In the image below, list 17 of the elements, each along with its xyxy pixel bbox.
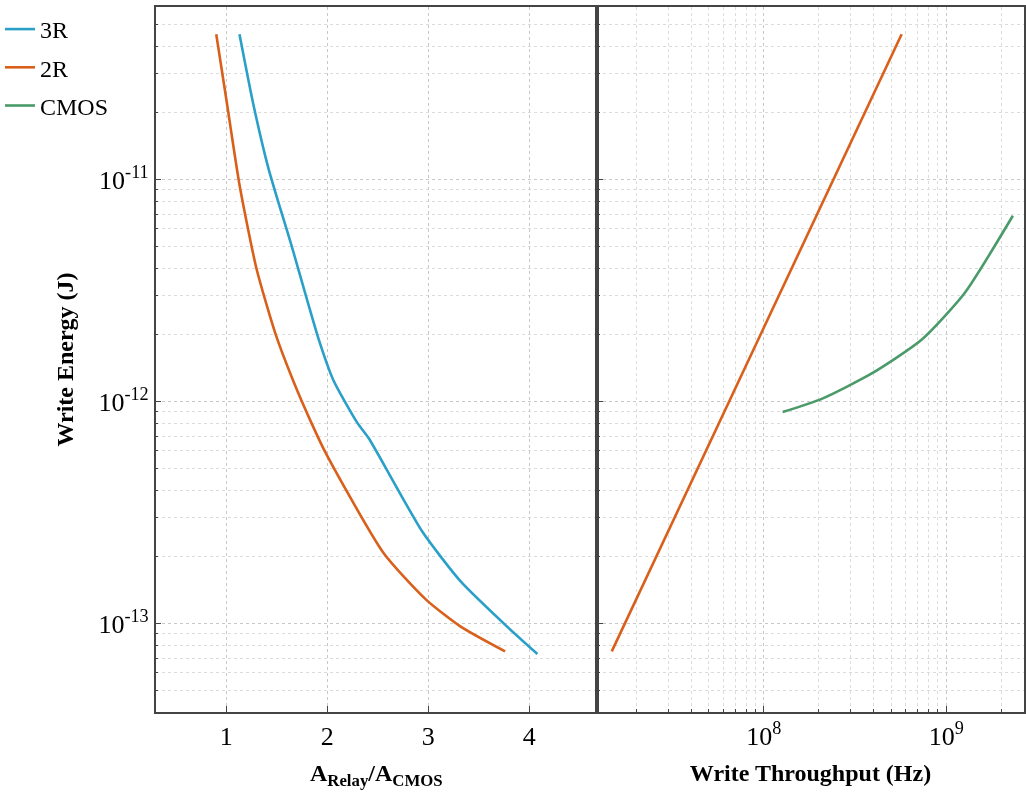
x-tick-label: 2 bbox=[320, 721, 334, 751]
x-tick-label: 10$^{8}$ bbox=[746, 718, 782, 751]
legend-label: CMOS bbox=[40, 93, 109, 120]
y-tick-label: 10$^{-13}$ bbox=[98, 605, 149, 639]
y-tick-label: 10$^{-12}$ bbox=[98, 383, 149, 417]
x-tick-label: 4 bbox=[522, 721, 536, 751]
x-axis-title: A$_{Relay}$/A$_{CMOS}$ bbox=[309, 759, 443, 790]
y-tick-label: 10$^{-11}$ bbox=[99, 161, 149, 195]
x-tick-label: 10$^{9}$ bbox=[928, 718, 964, 751]
line-series bbox=[214, 33, 507, 653]
line-series bbox=[238, 33, 539, 656]
legend-label: 3R bbox=[40, 17, 69, 44]
legend-label: 2R bbox=[40, 55, 69, 82]
y-axis-title: Write Energy (J) bbox=[52, 272, 79, 447]
x-tick-label: 3 bbox=[421, 721, 435, 751]
x-axis-title: Write Throughput (Hz) bbox=[689, 759, 932, 786]
x-tick-label: 1 bbox=[219, 721, 233, 751]
